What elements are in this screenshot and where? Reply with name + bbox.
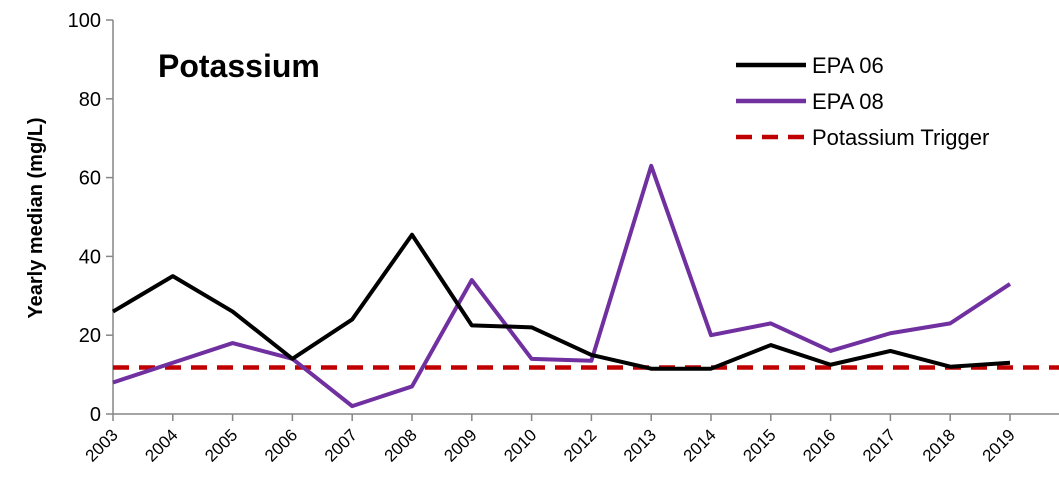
legend-label: Potassium Trigger	[812, 125, 989, 150]
x-tick-label: 2018	[919, 425, 959, 465]
legend-label: EPA 08	[812, 89, 884, 114]
legend: EPA 06 EPA 08 Potassium Trigger	[736, 53, 989, 150]
y-tick-label: 40	[79, 246, 101, 268]
x-tick-label: 2017	[859, 425, 899, 465]
x-tick-label: 2004	[141, 425, 181, 465]
x-tick-label: 2015	[739, 425, 779, 465]
x-tick-label: 2003	[82, 425, 122, 465]
x-tick-label: 2016	[799, 425, 839, 465]
legend-label: EPA 06	[812, 53, 884, 78]
y-tick-label: 60	[79, 168, 101, 190]
y-axis-title: Yearly median (mg/L)	[25, 117, 47, 318]
x-tick-label: 2007	[321, 425, 361, 465]
series-line	[111, 232, 1011, 371]
series-layer	[111, 163, 1059, 409]
series-epa-08	[112, 163, 1012, 409]
x-tick-label: 2014	[680, 425, 720, 465]
y-tick-label: 80	[79, 89, 101, 111]
x-tick-label: 2013	[620, 425, 660, 465]
y-tick-label: 0	[90, 404, 101, 426]
x-tick-label: 2012	[560, 425, 600, 465]
x-tick-label: 2006	[261, 425, 301, 465]
x-tick-label: 2008	[381, 425, 421, 465]
series-epa-06	[111, 232, 1011, 371]
series-line	[112, 163, 1012, 409]
chart-title: Potassium	[158, 48, 320, 84]
x-tick-label: 2019	[979, 425, 1019, 465]
x-tick-label: 2009	[440, 425, 480, 465]
y-tick-label: 100	[68, 10, 101, 32]
y-tick-label: 20	[79, 325, 101, 347]
x-tick-label: 2005	[201, 425, 241, 465]
x-tick-label: 2010	[500, 425, 540, 465]
